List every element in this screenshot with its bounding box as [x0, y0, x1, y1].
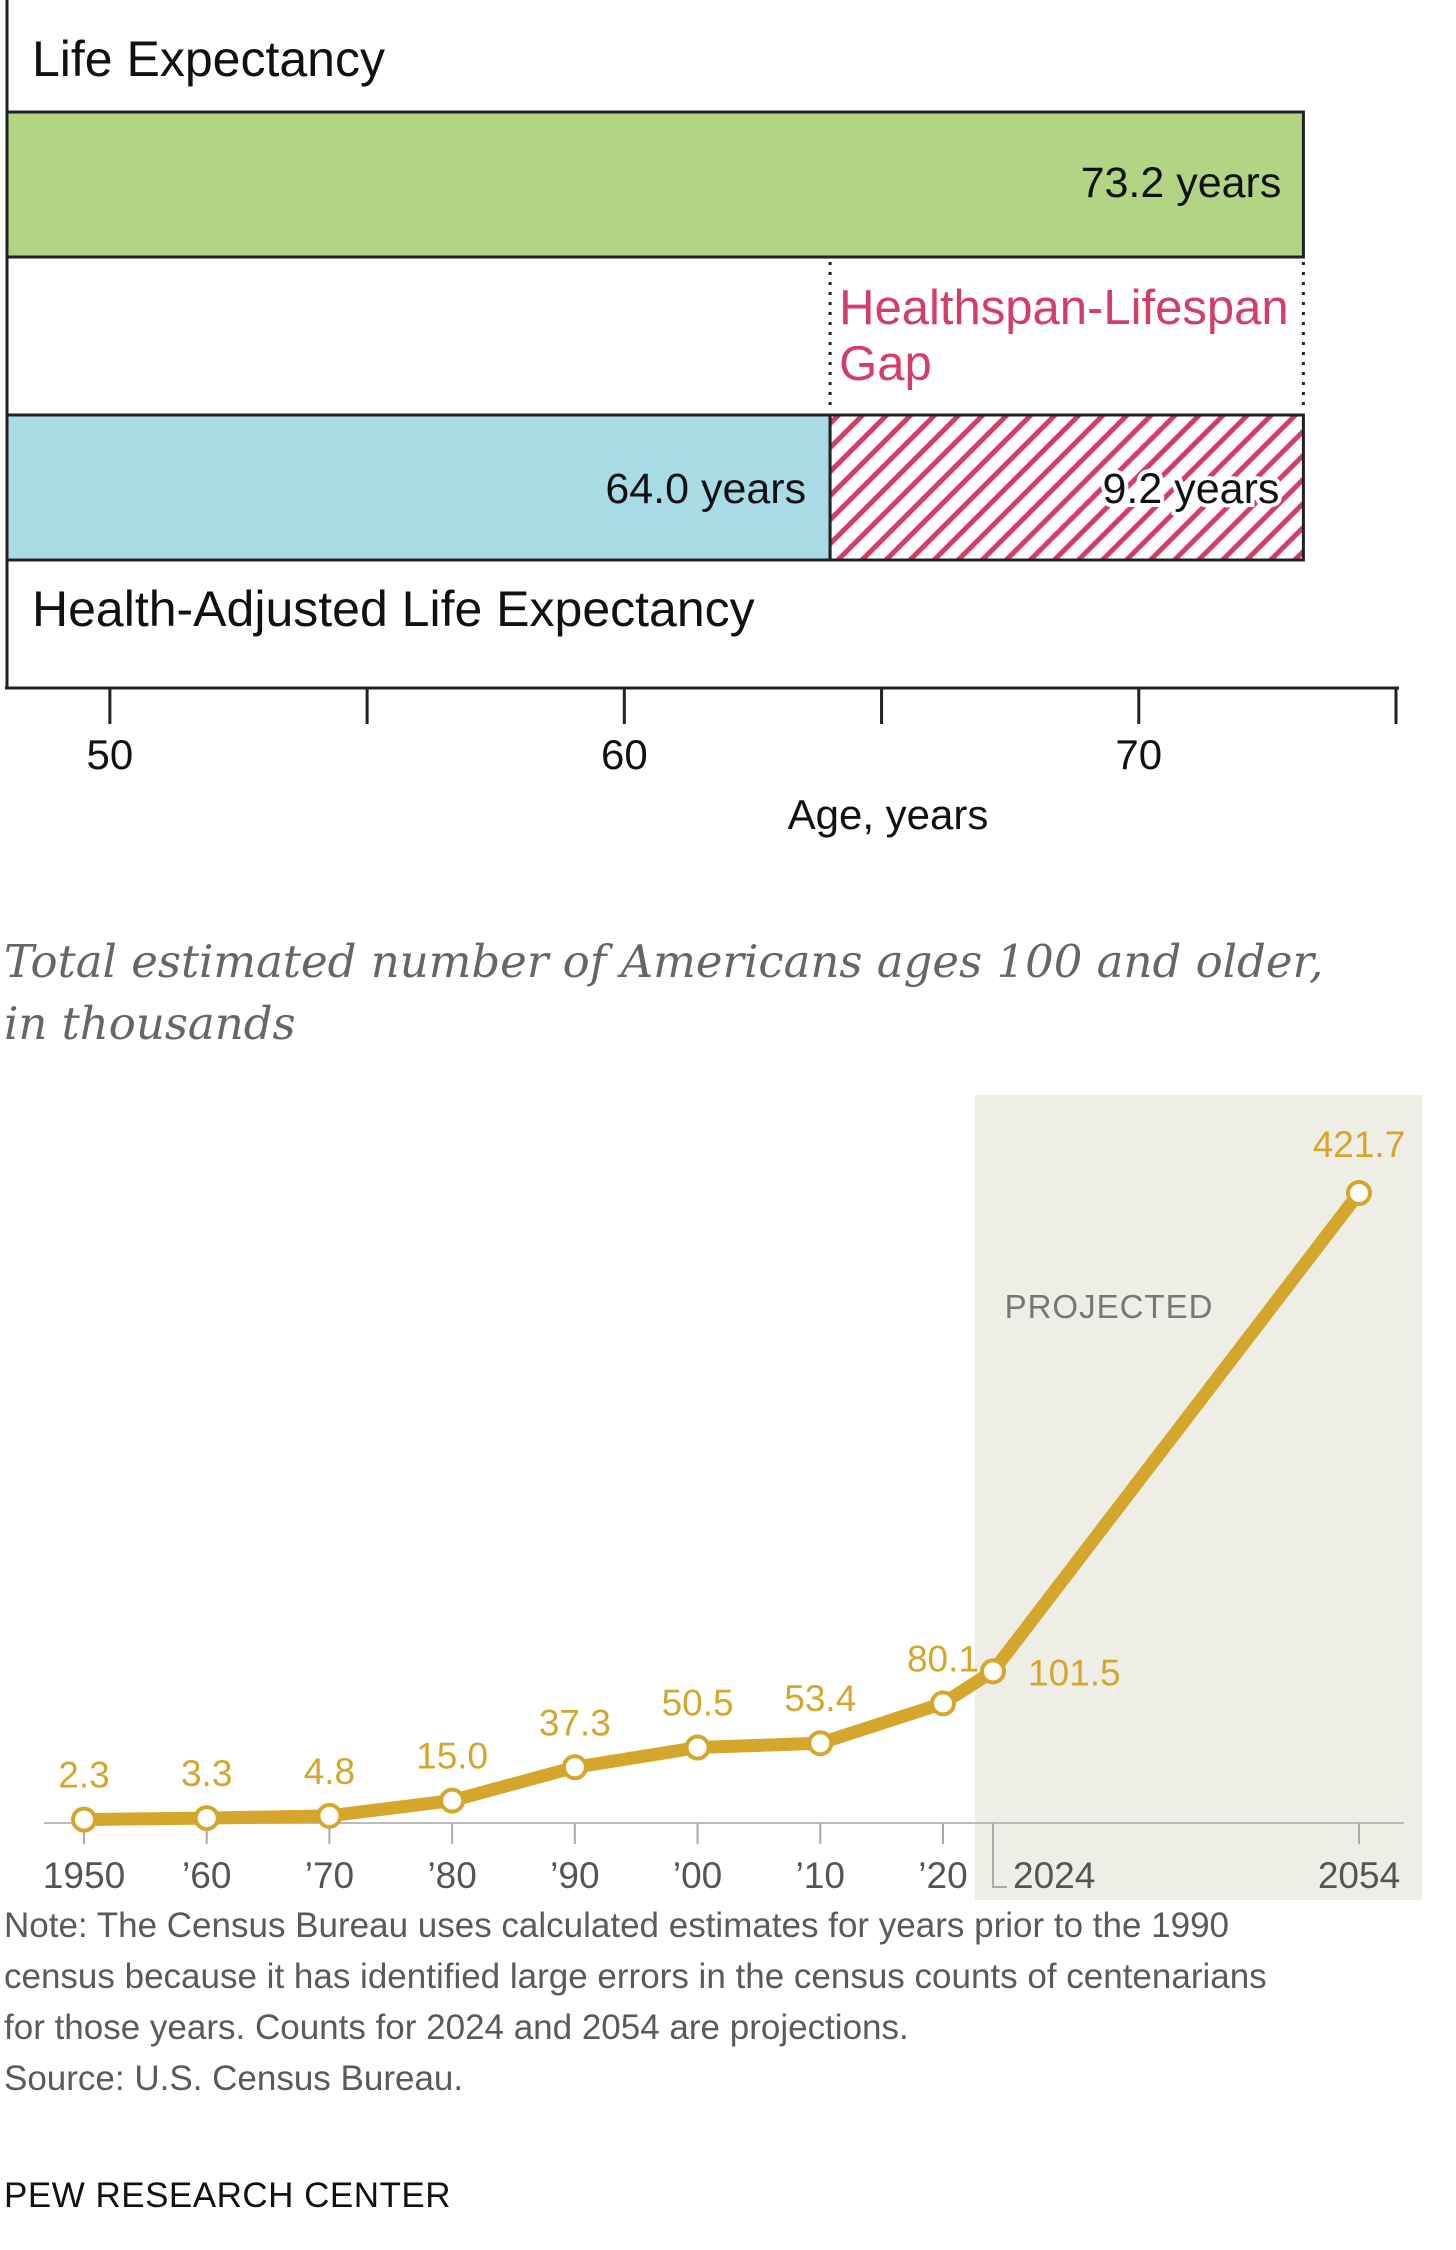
data-label-2010: 53.4 [784, 1678, 856, 1719]
x-tick-label-1980: ’80 [427, 1855, 476, 1896]
health-adjusted-bar [5, 413, 832, 562]
gap-title-line-1: Healthspan-Lifespan [839, 281, 1288, 335]
data-label-2054: 421.7 [1313, 1124, 1406, 1165]
x-tick-label-1960: ’60 [182, 1855, 231, 1896]
x-tick-label-1970: ’70 [305, 1855, 354, 1896]
data-label-1950: 2.3 [58, 1755, 109, 1796]
life-expectancy-bar [5, 110, 1305, 259]
data-point-1990 [561, 1754, 588, 1781]
chart-title-line-1: Total estimated number of Americans ages… [4, 935, 1323, 988]
centenarians-line [77, 1186, 1366, 1827]
projection-start-bracket [992, 1844, 1007, 1888]
data-label-1990: 37.3 [539, 1702, 611, 1743]
note-line-2: census because it has identified large e… [4, 1957, 1267, 1996]
x-tick-label-70: 70 [1115, 731, 1162, 778]
healthspan-gap-bar [828, 413, 1305, 562]
source-line: Source: U.S. Census Bureau. [4, 2059, 464, 2098]
data-point-1950 [71, 1806, 97, 1833]
data-point-1960 [193, 1805, 220, 1832]
charts-canvas: Life Expectancy 73.2 years 64.0 years 9.… [4, 0, 1422, 1900]
projected-label: PROJECTED [1005, 1288, 1214, 1325]
data-point-2020 [930, 1690, 956, 1717]
data-point-1980 [439, 1787, 466, 1814]
healthspan-gap-value-label: 9.2 years [1103, 465, 1280, 513]
life-expectancy-series-label: Life Expectancy [32, 31, 385, 87]
note-line-1: Note: The Census Bureau uses calculated … [4, 1906, 1230, 1945]
life-expectancy-chart: Life Expectancy 73.2 years 64.0 years 9.… [5, 0, 1399, 838]
life-expectancy-value-label: 73.2 years [1081, 159, 1282, 207]
x-axis-title: Age, years [788, 791, 989, 838]
x-tick-label-2010: ’10 [796, 1855, 845, 1896]
health-adjusted-value-label: 64.0 years [605, 465, 806, 513]
data-label-1980: 15.0 [416, 1736, 488, 1777]
data-point-2010 [807, 1730, 834, 1757]
centenarians-chart: Total estimated number of Americans ages… [4, 935, 1422, 1900]
data-label-1970: 4.8 [304, 1751, 355, 1792]
data-label-2020: 80.1 [907, 1638, 979, 1679]
x-tick-label-1990: ’90 [550, 1855, 599, 1896]
data-points [71, 1180, 1372, 1833]
x-axis-ticks: 50 60 70 [87, 688, 1398, 778]
chart-title-line-2: in thousands [4, 997, 296, 1050]
data-label-2024: 101.5 [1028, 1652, 1121, 1693]
chart-note: Note: The Census Bureau uses calculated … [4, 1900, 1444, 2104]
x-tick-label-50: 50 [87, 731, 134, 778]
x-tick-label-2000: ’00 [673, 1855, 722, 1896]
data-label-2000: 50.5 [662, 1683, 734, 1724]
data-point-1970 [316, 1802, 343, 1829]
x-axis-ticks: 1950 ’60 ’70 ’80 ’90 ’00 ’10 ’20 2024 2054 [43, 1823, 1400, 1896]
x-tick-label-1950: 1950 [43, 1855, 125, 1896]
data-point-2024 [980, 1658, 1006, 1685]
data-label-1960: 3.3 [181, 1753, 232, 1794]
data-labels: 2.3 3.3 4.8 15.0 37.3 50.5 53.4 80.1 101.5 421.7 [58, 1124, 1405, 1796]
projected-region [975, 1095, 1422, 1900]
x-tick-label-2024: 2024 [1013, 1855, 1095, 1896]
data-point-2000 [684, 1734, 711, 1761]
health-adjusted-series-label: Health-Adjusted Life Expectancy [32, 581, 755, 637]
gap-title-line-2: Gap [839, 337, 932, 391]
note-line-3: for those years. Counts for 2024 and 205… [4, 2008, 909, 2047]
x-tick-label-60: 60 [601, 731, 648, 778]
brand-logo-text: PEW RESEARCH CENTER [4, 2176, 452, 2215]
x-tick-label-2020: ’20 [918, 1855, 967, 1896]
x-tick-label-2054: 2054 [1318, 1855, 1400, 1896]
data-point-2054 [1346, 1180, 1372, 1206]
